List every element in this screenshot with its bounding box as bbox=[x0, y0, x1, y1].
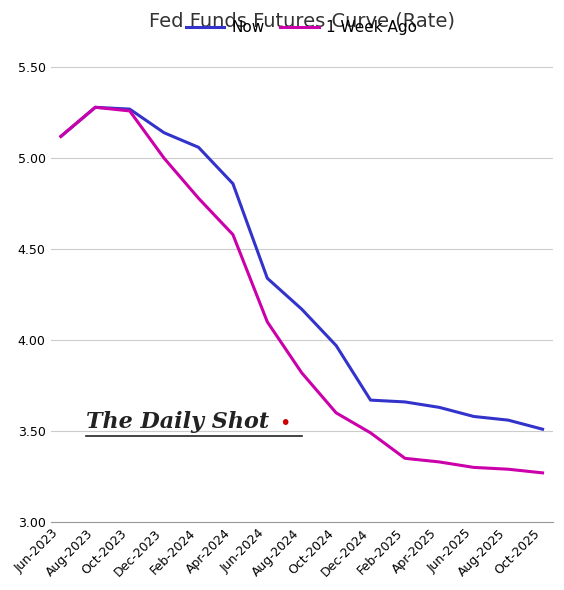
1 Week Ago bbox=[230, 231, 236, 238]
1 Week Ago bbox=[126, 107, 133, 114]
1 Week Ago bbox=[402, 455, 408, 462]
Now bbox=[402, 398, 408, 405]
Now bbox=[298, 306, 305, 313]
Now bbox=[367, 396, 374, 404]
Now bbox=[161, 129, 168, 136]
1 Week Ago bbox=[470, 464, 477, 471]
Now bbox=[436, 404, 443, 411]
Now bbox=[505, 417, 512, 424]
Now bbox=[333, 342, 340, 349]
Now bbox=[195, 144, 202, 151]
Now bbox=[264, 275, 271, 282]
Line: 1 Week Ago: 1 Week Ago bbox=[61, 107, 543, 473]
1 Week Ago bbox=[161, 155, 168, 162]
Now bbox=[470, 413, 477, 420]
1 Week Ago bbox=[298, 369, 305, 376]
1 Week Ago bbox=[195, 195, 202, 202]
Now bbox=[58, 133, 64, 140]
1 Week Ago bbox=[264, 319, 271, 326]
Text: The Daily Shot: The Daily Shot bbox=[86, 411, 269, 433]
Legend: Now, 1 Week Ago: Now, 1 Week Ago bbox=[180, 14, 424, 41]
Now bbox=[126, 106, 133, 113]
1 Week Ago bbox=[333, 409, 340, 417]
1 Week Ago bbox=[92, 104, 99, 111]
1 Week Ago bbox=[539, 469, 546, 476]
1 Week Ago bbox=[436, 458, 443, 466]
Now bbox=[539, 425, 546, 432]
1 Week Ago bbox=[367, 430, 374, 437]
1 Week Ago bbox=[58, 133, 64, 140]
Line: Now: Now bbox=[61, 107, 543, 429]
Now bbox=[92, 104, 99, 111]
Text: •: • bbox=[279, 414, 290, 433]
1 Week Ago bbox=[505, 466, 512, 473]
Now bbox=[230, 180, 236, 187]
Title: Fed Funds Futures Curve (Rate): Fed Funds Futures Curve (Rate) bbox=[149, 11, 455, 30]
